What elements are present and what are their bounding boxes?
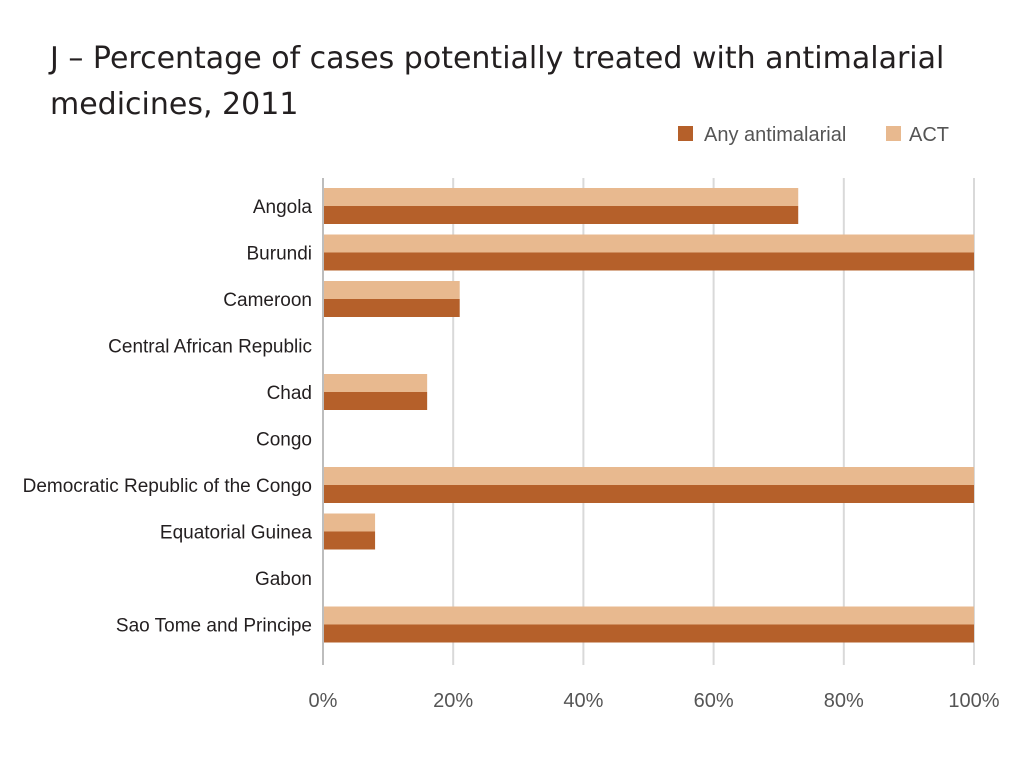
x-tick-label: 0% [309, 690, 338, 712]
x-tick-label: 20% [433, 690, 473, 712]
bar-act [323, 374, 428, 392]
bar-act [323, 467, 974, 485]
bars [323, 188, 974, 643]
category-label: Central African Republic [108, 337, 312, 358]
bar-any-antimalarial [323, 624, 974, 643]
bar-any-antimalarial [323, 485, 974, 503]
bar-act [323, 188, 799, 206]
category-label: Angola [253, 197, 313, 218]
legend-swatch [886, 126, 901, 141]
legend-label: ACT [909, 124, 949, 146]
chart-title: J – Percentage of cases potentially trea… [50, 41, 945, 122]
legend: Any antimalarial ACT [678, 124, 949, 146]
bar-act [323, 281, 460, 299]
category-label: Cameroon [223, 290, 312, 311]
category-label: Equatorial Guinea [160, 523, 313, 544]
category-label: Gabon [255, 569, 312, 590]
x-tick-label: 40% [563, 690, 603, 712]
bar-act [323, 606, 974, 625]
x-tick-label: 60% [694, 690, 734, 712]
bar-act [323, 234, 974, 253]
bar-any-antimalarial [323, 531, 376, 550]
legend-label: Any antimalarial [704, 124, 846, 146]
category-label: Sao Tome and Principe [116, 616, 312, 637]
bar-any-antimalarial [323, 299, 460, 317]
bar-any-antimalarial [323, 392, 428, 410]
x-tick-label: 80% [824, 690, 864, 712]
category-label: Burundi [247, 244, 313, 265]
x-tick-label: 100% [948, 690, 999, 712]
category-label: Chad [267, 383, 312, 404]
category-label: Congo [256, 430, 312, 451]
category-label: Democratic Republic of the Congo [23, 476, 312, 497]
category-labels: Angola Burundi Cameroon Central African Rep… [23, 197, 313, 637]
legend-swatch [678, 126, 693, 141]
bar-any-antimalarial [323, 252, 974, 271]
x-tick-labels: 0% 20% 40% 60% 80% 100% [309, 690, 1000, 712]
bar-act [323, 513, 376, 532]
bar-any-antimalarial [323, 206, 799, 224]
